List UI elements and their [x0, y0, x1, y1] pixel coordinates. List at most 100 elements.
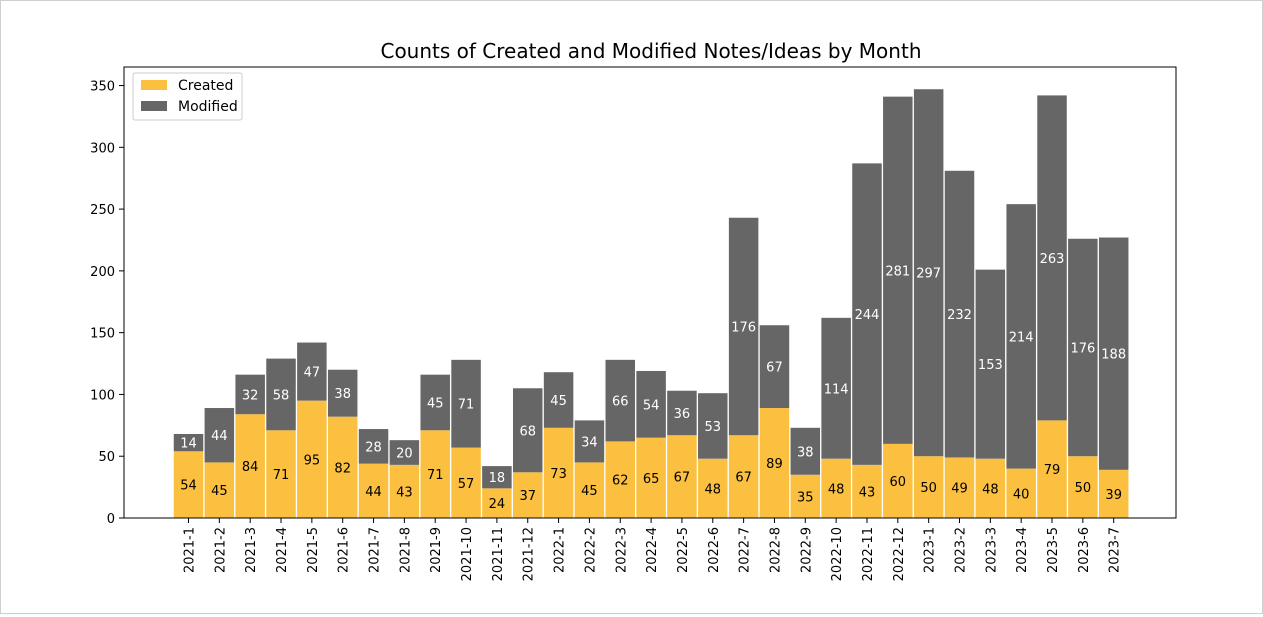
bar-modified-2022-9 [790, 427, 821, 475]
legend-label-created: Created [178, 78, 233, 94]
x-tick-label: 2022-4 [645, 527, 660, 573]
bar-created-2021-10 [451, 447, 481, 518]
bar-modified-2022-6 [698, 393, 728, 459]
x-tick-label: 2023-5 [1046, 527, 1061, 573]
data-label-modified-2021-8: 20 [396, 447, 413, 462]
bar-created-2022-6 [698, 458, 728, 518]
x-tick-label: 2022-7 [738, 527, 753, 573]
bar-modified-2023-3 [975, 269, 1006, 459]
x-tick-label: 2023-4 [1015, 527, 1030, 573]
data-label-created-2022-10: 48 [828, 482, 845, 497]
y-tick-label: 200 [90, 265, 115, 280]
data-label-created-2022-9: 35 [797, 490, 814, 505]
data-labels-layer: 54 14 45 44 84 32 71 58 95 47 82 38 44 28 43 20 71 45 57 71… [180, 252, 1126, 512]
x-tick-label: 2022-6 [707, 527, 722, 573]
data-label-created-2023-3: 48 [982, 482, 999, 497]
bar-modified-2021-2 [204, 408, 235, 463]
bar-modified-2023-6 [1068, 238, 1098, 457]
bar-modified-2021-8 [389, 440, 420, 465]
bar-created-2022-5 [667, 435, 697, 518]
x-tick-label: 2021-3 [244, 527, 259, 573]
data-label-modified-2022-5: 36 [674, 407, 691, 422]
data-label-created-2022-6: 48 [705, 482, 722, 497]
x-tick-label: 2021-9 [429, 527, 444, 573]
data-label-created-2023-2: 49 [951, 482, 968, 497]
bar-created-2021-5 [297, 400, 327, 518]
legend-label-modified: Modified [178, 99, 238, 115]
data-label-modified-2021-12: 68 [519, 424, 536, 439]
bar-created-2022-4 [636, 437, 666, 518]
bar-modified-2023-1 [913, 89, 944, 457]
bar-created-2022-8 [759, 408, 790, 518]
data-label-modified-2022-1: 45 [550, 394, 567, 409]
data-label-created-2021-1: 54 [180, 479, 197, 494]
data-label-modified-2022-8: 67 [766, 361, 783, 376]
data-label-created-2022-4: 65 [643, 472, 660, 487]
data-label-created-2023-7: 39 [1105, 488, 1122, 503]
data-label-modified-2021-1: 14 [180, 437, 197, 452]
data-label-created-2021-11: 24 [489, 497, 506, 512]
data-label-modified-2021-2: 44 [211, 429, 228, 444]
x-tick-label: 2023-3 [984, 527, 999, 573]
data-label-modified-2023-6: 176 [1070, 341, 1095, 356]
bar-created-2022-10 [821, 458, 851, 518]
bar-modified-2022-12 [883, 96, 913, 444]
data-label-created-2022-2: 45 [581, 484, 598, 499]
x-tick-label: 2022-10 [830, 527, 845, 581]
data-label-modified-2023-4: 214 [1009, 330, 1034, 345]
x-tick-label: 2021-4 [275, 527, 290, 573]
x-tick-label: 2022-11 [861, 527, 876, 581]
bar-created-2023-1 [913, 456, 944, 518]
x-tick-label: 2021-7 [368, 527, 383, 573]
data-label-created-2022-11: 43 [859, 485, 876, 500]
bar-created-2023-3 [975, 458, 1006, 518]
data-label-modified-2022-7: 176 [731, 320, 756, 335]
legend-swatch-created [141, 80, 167, 90]
data-label-created-2022-3: 62 [612, 474, 629, 489]
data-label-modified-2021-5: 47 [304, 366, 321, 381]
data-label-created-2023-4: 40 [1013, 487, 1030, 502]
bar-modified-2022-7 [728, 217, 759, 436]
bar-modified-2022-3 [605, 359, 636, 442]
plot-frame [123, 66, 1177, 519]
y-tick-label: 150 [90, 327, 115, 342]
bar-created-2022-2 [574, 462, 605, 518]
data-label-created-2021-2: 45 [211, 484, 228, 499]
data-label-modified-2023-3: 153 [978, 358, 1003, 373]
bar-modified-2023-5 [1037, 95, 1067, 421]
data-label-modified-2022-10: 114 [824, 382, 849, 397]
bar-modified-2022-11 [852, 163, 882, 465]
x-tick-label: 2023-2 [954, 527, 969, 573]
data-label-created-2022-8: 89 [766, 457, 783, 472]
axes-layer: 0 50 100 150 200 250 300 350 2021-1 2021-2 2021-3 2… [90, 66, 1177, 581]
bar-modified-2022-2 [574, 420, 605, 463]
bar-created-2021-8 [389, 464, 420, 518]
bar-created-2021-11 [482, 488, 512, 518]
y-tick-label: 50 [98, 450, 115, 465]
data-label-created-2023-6: 50 [1075, 481, 1092, 496]
bar-created-2022-11 [852, 464, 882, 518]
bar-created-2023-4 [1006, 468, 1036, 518]
x-tick-label: 2023-1 [923, 527, 938, 573]
data-label-modified-2022-2: 34 [581, 435, 598, 450]
bar-modified-2021-7 [358, 429, 389, 464]
bar-modified-2021-12 [512, 388, 543, 473]
x-tick-label: 2021-1 [183, 527, 198, 573]
data-label-created-2022-7: 67 [735, 471, 752, 486]
x-tick-label: 2021-5 [306, 527, 321, 573]
x-tick-label: 2023-6 [1077, 527, 1092, 573]
bar-created-2023-7 [1098, 469, 1129, 518]
data-label-created-2021-4: 71 [273, 468, 290, 483]
x-tick-label: 2021-8 [398, 527, 413, 573]
x-tick-label: 2021-11 [491, 527, 506, 581]
bar-created-2021-7 [358, 463, 389, 518]
data-label-modified-2022-3: 66 [612, 395, 629, 410]
data-label-created-2021-10: 57 [458, 477, 475, 492]
x-tick-label: 2022-5 [676, 527, 691, 573]
x-tick-label: 2021-10 [460, 527, 475, 581]
bar-modified-2021-4 [266, 358, 296, 431]
data-label-modified-2021-4: 58 [273, 388, 290, 403]
data-label-modified-2022-6: 53 [705, 420, 722, 435]
